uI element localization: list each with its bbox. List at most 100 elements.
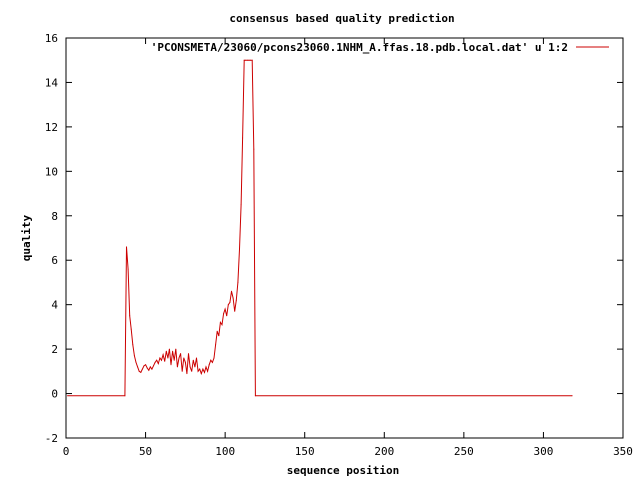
- data-point: [188, 353, 189, 355]
- x-tick-label: 300: [533, 445, 553, 458]
- data-point: [237, 281, 239, 283]
- y-tick-label: 0: [51, 388, 58, 401]
- y-axis: -2 0 2 4 6 8 10 12 14 16: [45, 32, 623, 445]
- y-tick-label: -2: [45, 432, 58, 445]
- data-point: [149, 366, 151, 368]
- data-point: [175, 348, 177, 350]
- data-point: [235, 299, 237, 301]
- data-point: [204, 371, 205, 373]
- data-point: [67, 395, 69, 397]
- data-point: [126, 246, 127, 248]
- data-point: [245, 59, 247, 61]
- data-point: [170, 364, 172, 366]
- data-point: [243, 59, 245, 61]
- data-point: [159, 357, 161, 359]
- y-tick-label: 8: [51, 210, 58, 223]
- data-point: [151, 368, 153, 370]
- data-point: [197, 370, 199, 372]
- data-point: [173, 359, 175, 361]
- data-point: [164, 360, 166, 362]
- data-point: [162, 354, 164, 356]
- x-tick-label: 100: [215, 445, 235, 458]
- data-point: [242, 137, 244, 139]
- data-point: [191, 370, 193, 372]
- data-point: [156, 359, 158, 361]
- data-point: [146, 367, 148, 369]
- y-tick-label: 16: [45, 32, 58, 45]
- data-point: [202, 368, 204, 370]
- data-point: [172, 350, 174, 352]
- legend-label: 'PCONSMETA/23060/pcons23060.1NHM_A.ffas.…: [151, 41, 568, 54]
- data-point: [154, 361, 156, 363]
- data-point: [138, 370, 140, 372]
- data-point: [219, 321, 221, 323]
- data-point: [124, 395, 126, 397]
- data-point: [189, 366, 191, 368]
- data-point: [226, 315, 228, 317]
- data-point: [167, 357, 169, 359]
- data-point: [180, 353, 182, 355]
- data-point: [234, 310, 236, 312]
- data-point: [183, 357, 185, 359]
- plot-border: [65, 37, 624, 439]
- data-point: [192, 359, 194, 361]
- y-tick-label: 10: [45, 165, 58, 178]
- data-point: [211, 361, 213, 363]
- data-point: [137, 366, 139, 368]
- data-point: [246, 59, 248, 61]
- y-tick-label: 14: [45, 76, 59, 89]
- data-point: [253, 148, 255, 150]
- data-point: [207, 370, 209, 372]
- data-point: [213, 357, 215, 359]
- data-point: [184, 361, 186, 363]
- data-point: [186, 373, 188, 375]
- data-point: [129, 315, 131, 317]
- data-point: [223, 313, 225, 315]
- data-point: [205, 366, 207, 368]
- data-point: [248, 59, 250, 61]
- data-point: [200, 373, 202, 375]
- data-point: [165, 350, 167, 352]
- y-tick-label: 12: [45, 121, 58, 134]
- data-point: [240, 204, 242, 206]
- y-axis-label: quality: [20, 214, 33, 261]
- data-point: [133, 355, 135, 357]
- data-point: [218, 335, 220, 337]
- data-point: [178, 357, 180, 359]
- data-point: [199, 368, 201, 370]
- x-tick-label: 200: [374, 445, 394, 458]
- data-point: [229, 301, 231, 303]
- data-point: [227, 304, 229, 306]
- data-point: [194, 366, 196, 368]
- data-point: [221, 324, 223, 326]
- x-tick-label: 0: [63, 445, 70, 458]
- x-tick-label: 350: [613, 445, 633, 458]
- data-point: [161, 359, 162, 361]
- y-tick-label: 4: [51, 299, 58, 312]
- x-axis: 0 50 100 150 200 250 300 350: [63, 38, 633, 458]
- y-tick-label: 6: [51, 254, 58, 267]
- data-point: [153, 365, 154, 367]
- data-point: [181, 370, 183, 372]
- x-axis-label: sequence position: [287, 464, 400, 477]
- data-point: [168, 348, 170, 350]
- x-tick-label: 150: [295, 445, 315, 458]
- x-tick-label: 250: [454, 445, 474, 458]
- data-point: [571, 395, 573, 397]
- data-point: [140, 371, 142, 373]
- data-point: [196, 357, 197, 359]
- data-point: [215, 344, 217, 346]
- data-point: [251, 59, 253, 61]
- data-point: [130, 328, 132, 330]
- data-point: [145, 364, 147, 366]
- data-point: [127, 268, 129, 270]
- data-point: [143, 365, 145, 367]
- series-points: [67, 59, 573, 397]
- chart-title: consensus based quality prediction: [229, 12, 454, 25]
- data-point: [231, 290, 232, 292]
- data-point: [254, 395, 256, 397]
- data-point: [232, 297, 234, 299]
- data-point: [216, 330, 218, 332]
